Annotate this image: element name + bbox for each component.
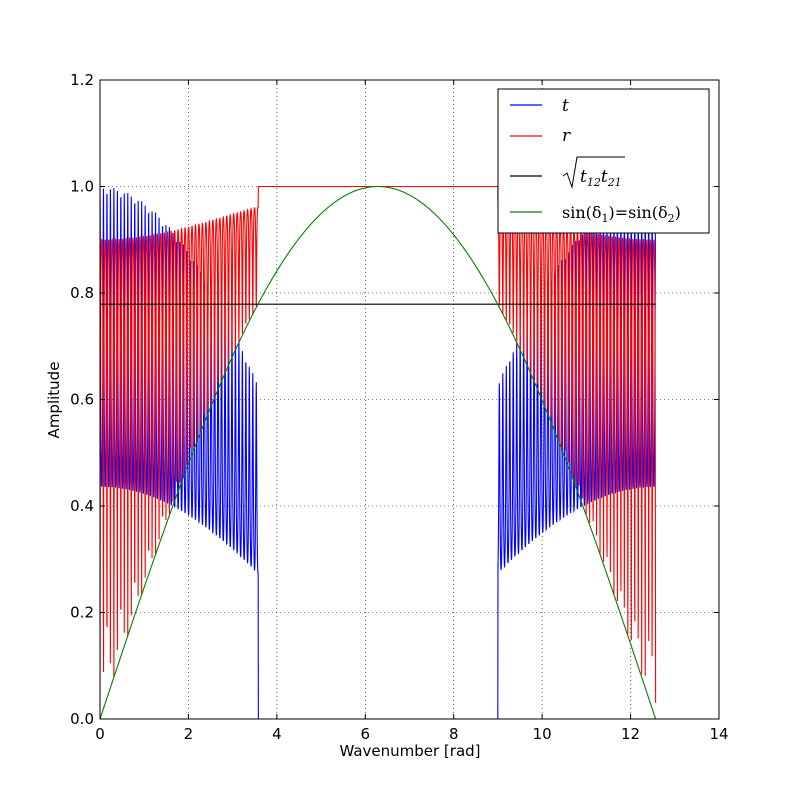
grid — [100, 80, 719, 719]
legend-label-t: t — [562, 96, 569, 116]
legend-sqrt-base1: t — [580, 167, 587, 187]
legend-sin-sub2: 2 — [668, 212, 675, 225]
y-tick-label: 0.2 — [70, 604, 94, 622]
legend-label-sqrt: t12t21 — [562, 156, 625, 189]
legend-sqrt-sub1: 12 — [587, 176, 601, 189]
x-tick-label: 8 — [449, 725, 459, 743]
legend-sin-left: sin(δ — [562, 203, 602, 222]
legend-label-sin: sin(δ1)=sin(δ2) — [562, 203, 681, 225]
series-sin-line — [100, 185, 657, 719]
x-tick-label: 14 — [709, 725, 728, 743]
y-axis-label: Amplitude — [45, 362, 63, 439]
legend-sin-mid: )=sin(δ — [609, 203, 668, 222]
x-tick-label: 0 — [95, 725, 105, 743]
legend: t r t12t21 sin(δ1)=sin(δ2) — [497, 88, 710, 234]
x-tick-label: 2 — [184, 725, 194, 743]
legend-sqrt-base2: t — [601, 167, 608, 187]
y-tick-label: 1.0 — [70, 178, 94, 196]
legend-label-r: r — [562, 126, 571, 146]
x-axis-label: Wavenumber [rad] — [339, 742, 480, 760]
x-tick-label: 4 — [272, 725, 282, 743]
series-t-line — [100, 186, 657, 719]
x-tick-label: 12 — [621, 725, 640, 743]
y-tick-label: 0.8 — [70, 284, 94, 302]
series-layer — [100, 185, 657, 719]
y-tick-label: 0.0 — [70, 710, 94, 728]
y-tick-label: 0.6 — [70, 391, 94, 409]
legend-sin-right: ) — [675, 203, 681, 222]
legend-box — [497, 88, 710, 234]
y-tick-label: 1.2 — [70, 71, 94, 89]
x-tick-label: 10 — [533, 725, 552, 743]
legend-sin-sub1: 1 — [602, 212, 609, 225]
legend-sqrt-text: t12t21 — [580, 167, 622, 189]
ticks: 0 2 4 6 8 10 12 140.00.20.40.60.81.01.2 — [70, 71, 728, 743]
sqrt-radical-icon — [562, 156, 625, 189]
y-tick-label: 0.4 — [70, 497, 94, 515]
x-tick-label: 6 — [361, 725, 371, 743]
legend-sqrt-sub2: 21 — [607, 176, 622, 189]
